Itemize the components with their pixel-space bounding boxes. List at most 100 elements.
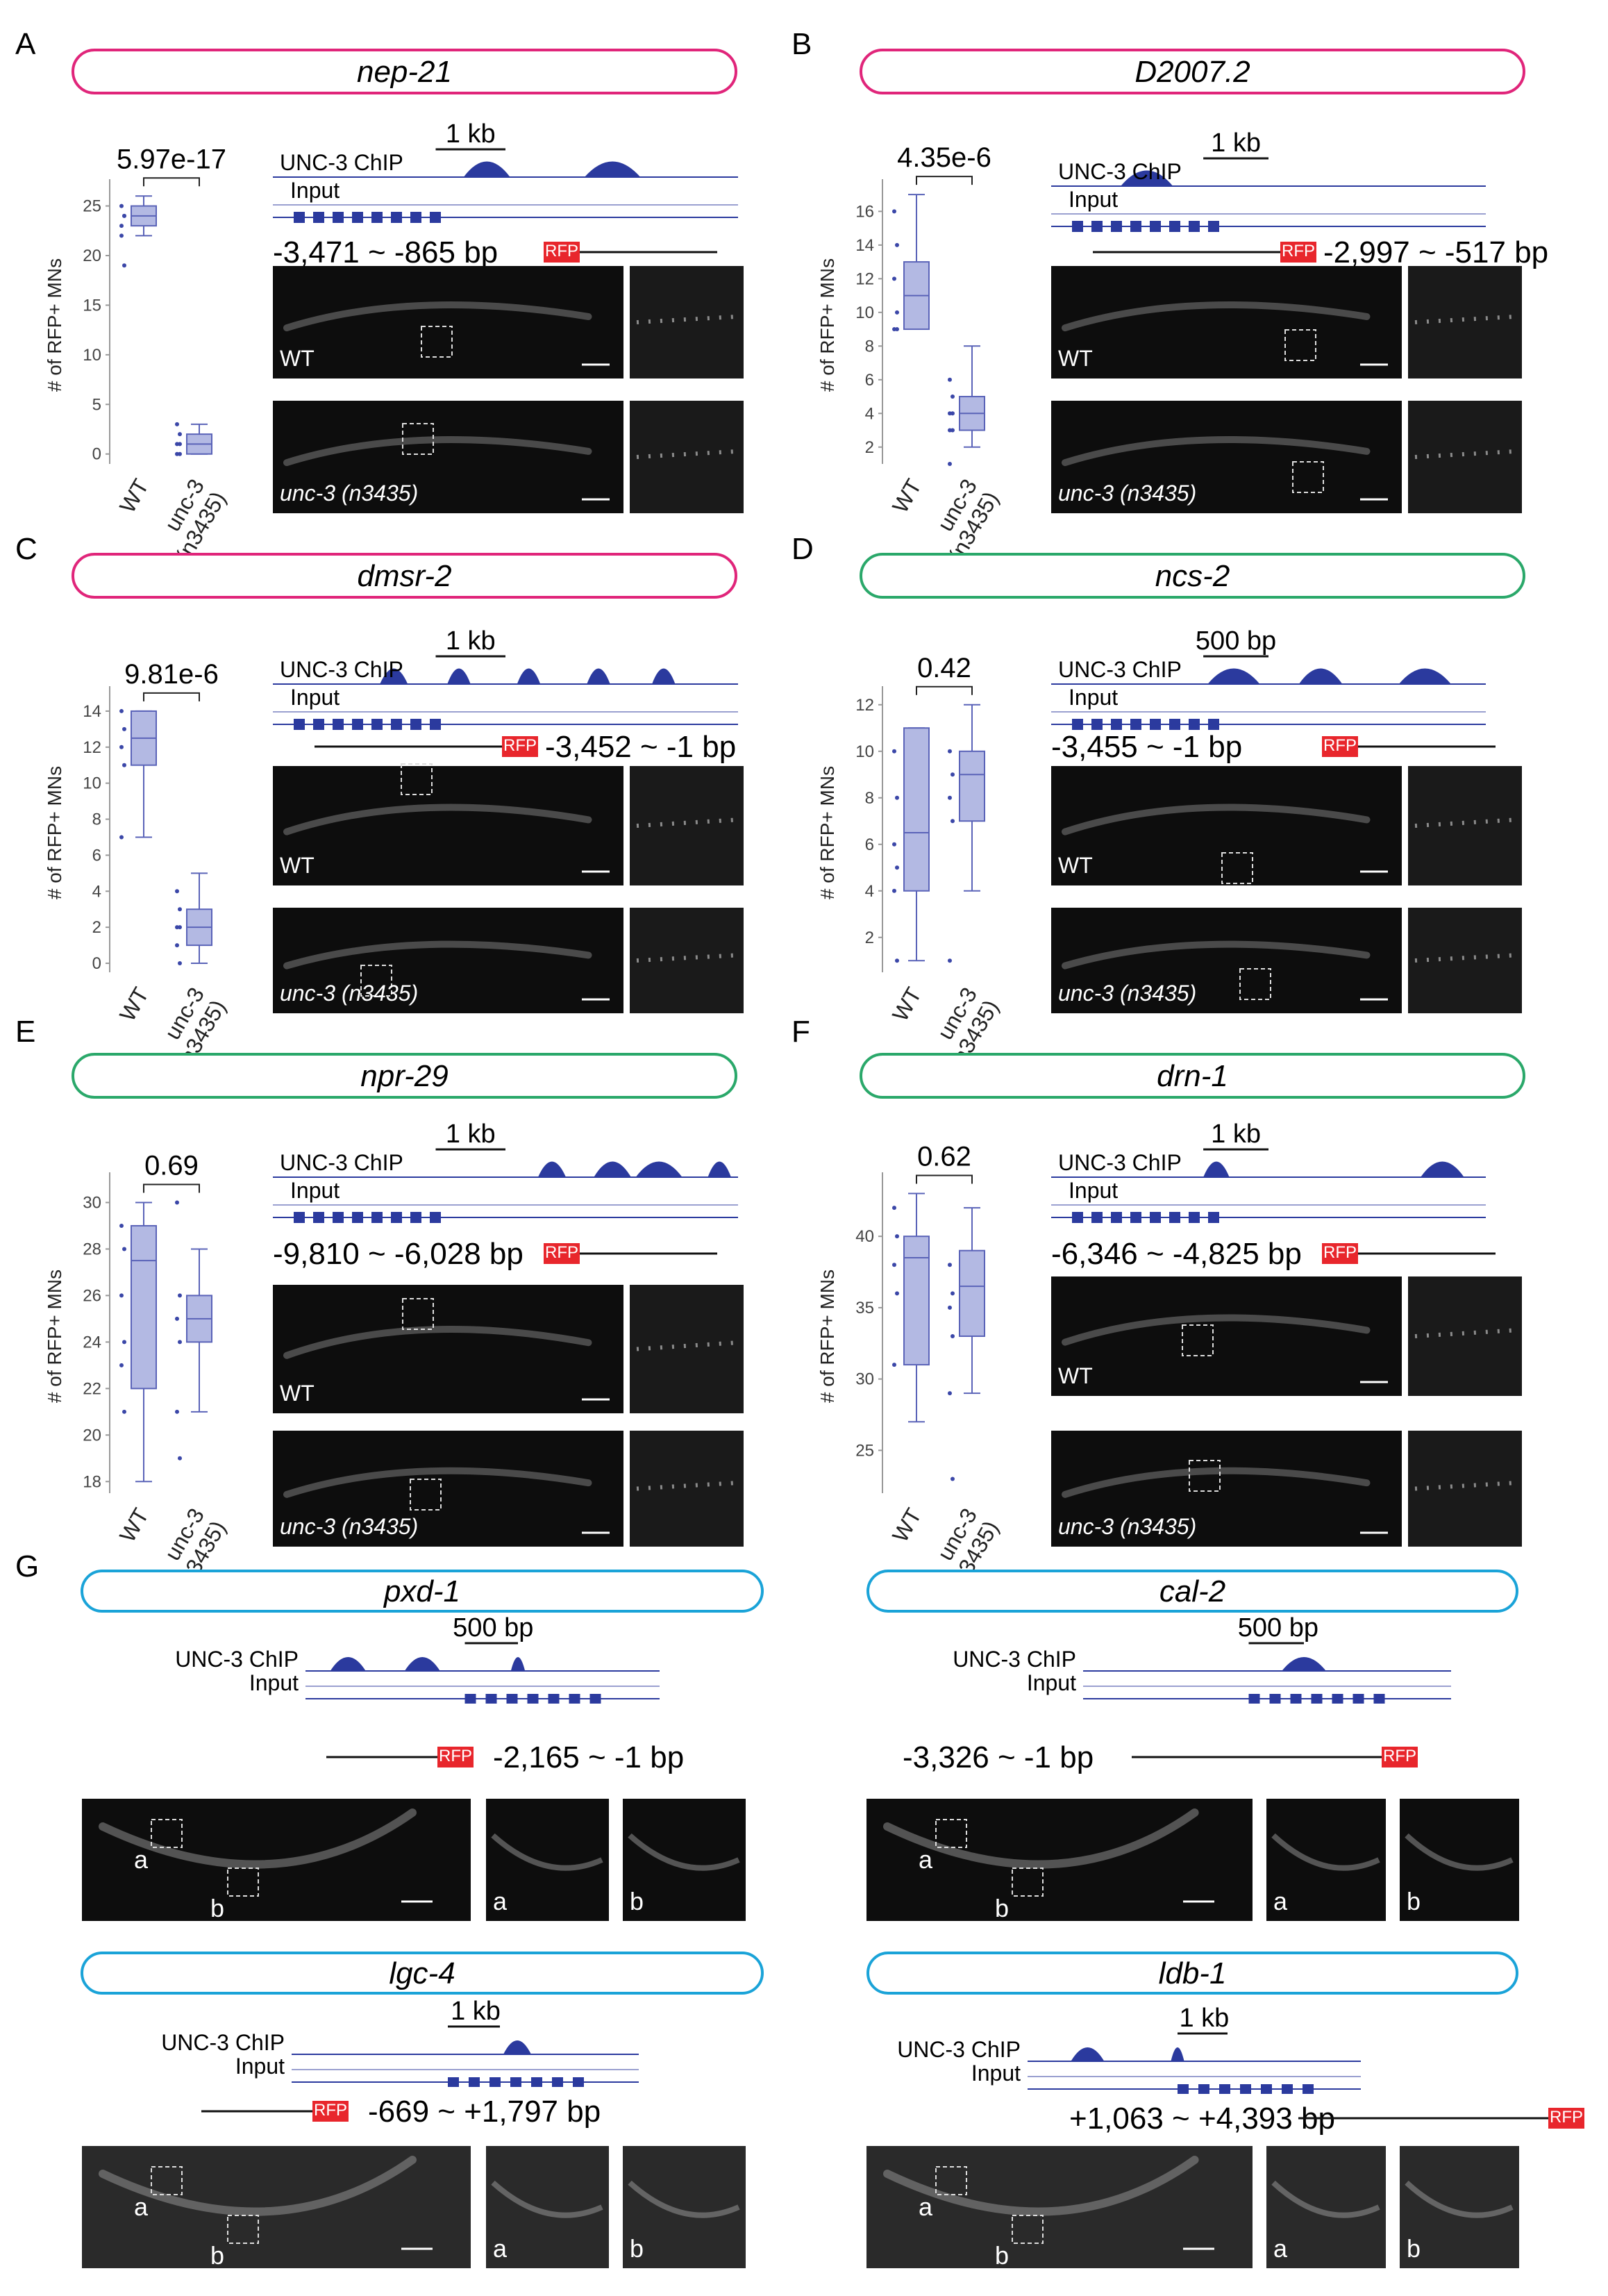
inset-signal — [636, 817, 737, 828]
inset-signal — [1414, 314, 1516, 324]
exon — [464, 1694, 476, 1704]
panel-letter: E — [15, 1015, 35, 1049]
exon — [573, 2077, 584, 2087]
exon — [1282, 2084, 1293, 2094]
p-value: 5.97e-17 — [117, 144, 226, 174]
micrographs: WT unc-3 (n3435) — [273, 1285, 744, 1547]
y-axis-label: # of RFP+ MNs — [816, 766, 838, 899]
significance-bracket — [916, 176, 973, 185]
worm-body — [283, 301, 592, 332]
data-point — [122, 263, 126, 268]
box-wt — [892, 1192, 930, 1423]
exon — [1240, 2084, 1251, 2094]
rfp-label: RFP — [1282, 242, 1315, 260]
exon — [469, 2077, 480, 2087]
promoter-range: -669 ~ +1,797 bp — [368, 2095, 601, 2129]
x-tick-label: WT — [887, 475, 926, 517]
inset-label: a — [493, 2234, 508, 2263]
scale-bar-label: 500 bp — [1196, 626, 1276, 656]
data-point — [948, 958, 952, 963]
data-point — [895, 958, 899, 963]
data-point — [892, 1263, 896, 1267]
y-tick-label: 22 — [83, 1379, 101, 1398]
rfp-box — [502, 736, 538, 757]
exon — [1311, 1694, 1323, 1704]
roi-label-a: a — [919, 2193, 933, 2221]
y-tick-label: 0 — [92, 954, 101, 973]
inset-image — [630, 908, 744, 1013]
gene-pill — [81, 1952, 764, 1995]
exon — [352, 719, 363, 730]
inset-label: b — [1407, 1887, 1421, 1915]
y-tick-label: 12 — [855, 696, 874, 715]
inset-signal — [1414, 817, 1516, 828]
chip-track-label: UNC-3 ChIP — [280, 150, 403, 175]
gene-pill — [860, 553, 1525, 599]
exon — [371, 1212, 383, 1223]
worm-image — [1051, 1276, 1402, 1396]
exon — [1091, 719, 1103, 730]
input-track-label: Input — [290, 178, 340, 203]
y-tick-label: 6 — [865, 835, 874, 854]
p-value: 9.81e-6 — [124, 659, 219, 690]
chip-track-label: UNC-3 ChIP — [897, 2037, 1021, 2062]
data-point — [948, 795, 952, 800]
genotype-label: WT — [1058, 346, 1093, 371]
p-value: 0.69 — [144, 1150, 199, 1181]
worm-image — [273, 401, 623, 513]
inset-signal — [1414, 1328, 1516, 1338]
gene-name: pxd-1 — [383, 1574, 460, 1608]
significance-bracket — [143, 692, 200, 701]
roi-box-b — [227, 2215, 259, 2244]
roi-label-b: b — [210, 2241, 224, 2270]
inset-signal — [1414, 449, 1516, 459]
exon — [1169, 221, 1180, 232]
micrographs: WT unc-3 (n3435) — [1051, 266, 1522, 513]
data-point — [948, 377, 952, 382]
data-point — [122, 726, 126, 731]
chip-peak — [1121, 170, 1173, 186]
chip-peak — [635, 1161, 682, 1177]
worm-body — [1062, 301, 1371, 332]
exon — [1130, 1212, 1141, 1223]
worm-body — [1062, 1314, 1371, 1346]
roi-box — [1189, 1460, 1221, 1492]
exon — [1261, 2084, 1272, 2094]
genome-tracks: 1 kb UNC-3 ChIP Input — [1051, 1120, 1486, 1223]
data-point — [892, 209, 896, 214]
promoter-range: -3,452 ~ -1 bp — [545, 730, 736, 764]
data-point — [178, 451, 182, 456]
exon — [1198, 2084, 1209, 2094]
box-mutant — [948, 345, 985, 466]
worm-body — [283, 804, 592, 835]
chip-track-label: UNC-3 ChIP — [1058, 657, 1182, 682]
micrographs: WT unc-3 (n3435) — [273, 763, 744, 1013]
y-tick-label: 28 — [83, 1240, 101, 1258]
y-tick-label: 25 — [83, 197, 101, 216]
data-point — [950, 1334, 955, 1338]
inset-label: b — [630, 2234, 644, 2263]
data-point — [122, 213, 126, 218]
chip-peak — [537, 1161, 567, 1177]
chip-peak — [503, 2040, 531, 2054]
roi-label-a: a — [134, 1845, 149, 1874]
inset-image — [1400, 2146, 1519, 2268]
roi-box — [1221, 852, 1253, 884]
data-point — [892, 1363, 896, 1367]
exon — [1072, 221, 1083, 232]
y-tick-label: 12 — [855, 269, 874, 288]
exon — [552, 2077, 563, 2087]
worm-body — [1062, 436, 1371, 467]
y-tick-label: 8 — [865, 337, 874, 356]
input-track-label: Input — [249, 1670, 299, 1695]
x-tick-label: WT — [115, 1504, 153, 1547]
genotype-label: WT — [1058, 1363, 1093, 1388]
exon — [410, 212, 421, 223]
data-point — [895, 242, 899, 247]
worm-image — [1051, 266, 1402, 378]
chip-peak — [1398, 668, 1451, 684]
rfp-label: RFP — [503, 736, 537, 755]
exon — [1189, 1212, 1200, 1223]
